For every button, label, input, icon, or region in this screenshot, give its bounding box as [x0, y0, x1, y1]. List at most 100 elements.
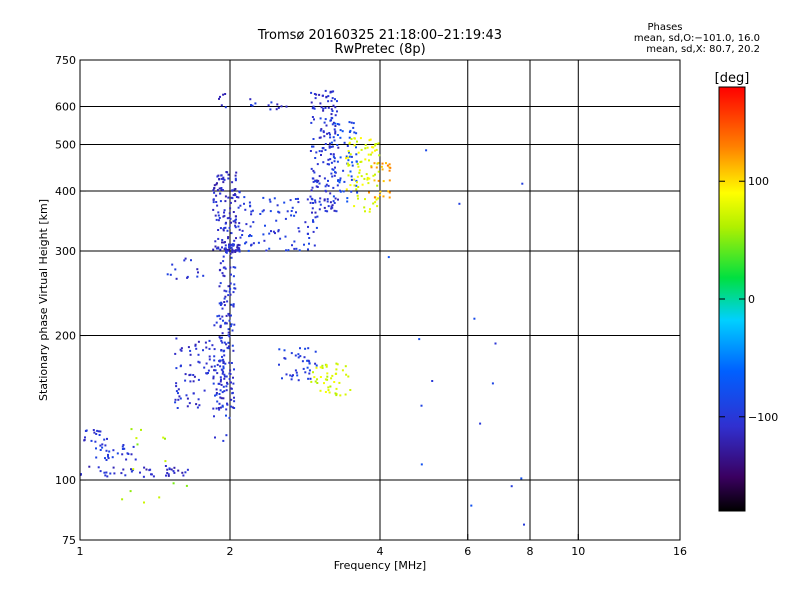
data-point — [105, 471, 108, 474]
data-point — [175, 367, 178, 370]
data-point — [103, 438, 106, 441]
data-point — [107, 457, 110, 460]
data-point — [221, 391, 224, 394]
data-point — [104, 474, 107, 477]
data-point — [324, 185, 327, 188]
data-point — [294, 354, 297, 357]
data-point — [312, 180, 315, 183]
data-point — [325, 365, 328, 368]
data-point — [334, 122, 337, 125]
data-point — [275, 108, 278, 111]
data-point — [227, 177, 230, 180]
data-point — [248, 235, 250, 238]
data-point — [368, 210, 371, 213]
data-point — [323, 206, 326, 209]
data-point — [262, 233, 265, 236]
data-point — [334, 166, 336, 169]
data-point — [83, 438, 86, 441]
data-point — [386, 164, 389, 167]
data-point — [218, 302, 221, 305]
data-point — [217, 407, 220, 409]
data-point — [286, 210, 289, 213]
data-point — [222, 397, 225, 400]
data-point — [130, 428, 133, 431]
data-point — [331, 117, 334, 120]
data-point — [307, 232, 309, 235]
data-point — [184, 471, 187, 474]
data-point — [325, 364, 328, 367]
data-point — [316, 163, 319, 166]
data-point — [215, 321, 218, 324]
data-point — [289, 199, 292, 202]
data-point — [327, 386, 330, 389]
data-point — [106, 437, 108, 440]
data-point — [208, 358, 211, 361]
colorbar-ticks: 100 0 −100 — [719, 175, 778, 424]
data-point — [339, 179, 342, 182]
x-tick-label: 10 — [571, 545, 585, 558]
data-point — [329, 136, 332, 139]
data-point — [220, 301, 223, 304]
data-point — [380, 165, 383, 168]
data-point — [350, 121, 353, 124]
stats-o-mode: mean, sd,O:−101.0, 16.0 — [633, 33, 760, 44]
data-point — [332, 121, 335, 124]
data-point — [324, 391, 327, 393]
data-point — [330, 113, 333, 116]
data-point — [249, 205, 252, 208]
data-point — [228, 244, 231, 247]
data-point — [219, 95, 221, 98]
data-point — [140, 428, 142, 431]
data-point — [375, 166, 378, 169]
data-point — [265, 249, 268, 252]
data-point — [225, 314, 228, 317]
colorbar-label: [deg] — [715, 71, 750, 86]
data-point — [224, 106, 227, 109]
data-point — [218, 402, 221, 405]
data-point — [313, 376, 316, 379]
data-point — [267, 104, 270, 107]
data-point — [311, 145, 313, 148]
data-point — [221, 355, 223, 358]
data-point — [84, 436, 86, 439]
data-point — [213, 359, 216, 362]
data-point — [322, 107, 325, 110]
data-point — [227, 334, 230, 337]
data-point — [318, 200, 321, 203]
data-point — [111, 456, 114, 459]
data-point — [234, 179, 237, 182]
x-tick-label: 2 — [227, 545, 234, 558]
data-point — [145, 468, 148, 471]
data-point — [324, 106, 327, 109]
data-point — [375, 143, 378, 145]
data-point — [223, 373, 226, 376]
data-point — [122, 468, 125, 471]
data-point — [328, 146, 331, 149]
data-point — [238, 244, 241, 247]
data-point — [349, 153, 352, 156]
data-point — [330, 99, 333, 102]
data-point — [311, 116, 314, 118]
data-point — [226, 382, 229, 385]
data-point — [309, 195, 312, 198]
data-point — [374, 144, 377, 147]
data-point — [224, 322, 227, 325]
data-point — [217, 174, 220, 177]
data-point — [348, 155, 351, 158]
data-point — [223, 341, 226, 344]
data-point — [269, 108, 272, 111]
data-point — [222, 350, 225, 353]
data-point — [104, 444, 107, 447]
data-point — [232, 220, 235, 223]
y-tick-label: 100 — [55, 474, 76, 487]
data-point — [223, 354, 226, 357]
data-point — [112, 449, 115, 452]
data-point — [107, 453, 109, 456]
data-point — [334, 171, 336, 174]
data-point — [175, 277, 178, 280]
data-point — [234, 215, 237, 218]
data-point — [334, 114, 337, 117]
data-point — [280, 105, 283, 108]
data-point — [143, 466, 146, 469]
data-point — [168, 467, 171, 470]
